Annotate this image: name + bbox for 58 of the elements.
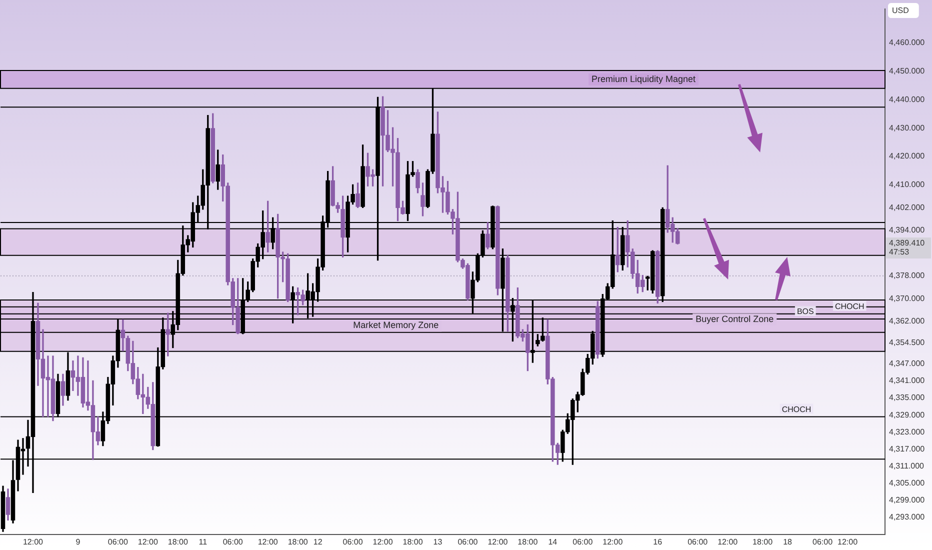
y-tick-label: 4,394.000 xyxy=(889,226,926,235)
text: 4,389.410 xyxy=(889,238,926,248)
x-tick-label: 12:00 xyxy=(602,537,624,546)
y-tick-label: 4,305.000 xyxy=(889,478,926,488)
x-tick-label: 12:00 xyxy=(838,537,858,546)
x-tick-label: 18:00 xyxy=(752,537,774,546)
y-tick-label: 4,347.000 xyxy=(889,359,926,368)
x-tick-label: 06:00 xyxy=(222,537,244,546)
x-tick-label: 06:00 xyxy=(572,537,594,546)
x-tick-label: 12:00 xyxy=(258,537,278,546)
y-tick-label: 4,311.000 xyxy=(889,461,925,470)
y-tick-label: 4,299.000 xyxy=(889,496,926,505)
y-tick-label: 4,362.000 xyxy=(889,316,926,326)
y-tick-label: 4,370.000 xyxy=(889,294,926,303)
x-tick-label: 12:00 xyxy=(488,537,508,546)
band-label: Premium Liquidity Magnet xyxy=(592,74,696,84)
y-tick-label: 4,440.000 xyxy=(889,94,926,104)
y-tick-label: 4,402.000 xyxy=(889,202,926,212)
x-tick-label: 18:00 xyxy=(402,537,424,546)
x-tick-label: 06:00 xyxy=(342,537,364,546)
x-tick-label: 06:00 xyxy=(458,537,478,546)
x-tick-label: 12 xyxy=(313,537,323,546)
y-tick-label: 4,378.000 xyxy=(889,271,926,280)
x-tick-label: 12:00 xyxy=(372,537,394,546)
x-tick-label: 12:00 xyxy=(22,537,44,546)
x-tick-label: 13 xyxy=(433,537,443,546)
y-tick-label: 4,335.000 xyxy=(889,393,926,402)
x-tick-label: 18 xyxy=(783,537,793,546)
ref-line-label: BOS xyxy=(796,307,814,316)
y-tick-label: 4,430.000 xyxy=(889,123,926,132)
y-tick-label: 4,323.000 xyxy=(889,427,926,436)
ref-line-label: CHOCH xyxy=(834,302,865,312)
ref-line-label: CHOCH xyxy=(782,404,812,414)
y-tick-label: 4,341.000 xyxy=(889,376,926,386)
y-tick-label: 4,450.000 xyxy=(889,66,926,76)
y-tick-label: 4,293.000 xyxy=(889,512,926,522)
x-tick-label: 06:00 xyxy=(108,537,128,546)
x-tick-label: 9 xyxy=(76,537,81,546)
x-tick-label: 11 xyxy=(198,537,208,546)
text: 47:53 xyxy=(889,248,910,257)
x-tick-label: 16 xyxy=(653,537,663,546)
y-tick-label: 4,317.000 xyxy=(889,444,926,454)
x-tick-label: 12:00 xyxy=(138,537,158,546)
y-tick-label: 4,329.000 xyxy=(889,410,926,420)
y-tick-label: 4,354.500 xyxy=(889,338,926,347)
y-tick-label: 4,420.000 xyxy=(889,152,926,161)
y-axis-title: USD xyxy=(892,6,910,16)
y-tick-label: 4,460.000 xyxy=(889,38,926,48)
band-label: Buyer Control Zone xyxy=(696,314,774,324)
x-tick-label: 18:00 xyxy=(518,537,538,546)
x-tick-label: 06:00 xyxy=(812,537,834,546)
x-tick-label: 14 xyxy=(548,537,558,546)
x-tick-label: 12:00 xyxy=(718,537,738,546)
x-tick-label: 18:00 xyxy=(288,537,308,546)
band-label: Market Memory Zone xyxy=(353,320,439,330)
x-tick-label: 18:00 xyxy=(168,537,188,546)
x-tick-label: 06:00 xyxy=(688,537,708,546)
y-tick-label: 4,410.000 xyxy=(889,180,926,190)
